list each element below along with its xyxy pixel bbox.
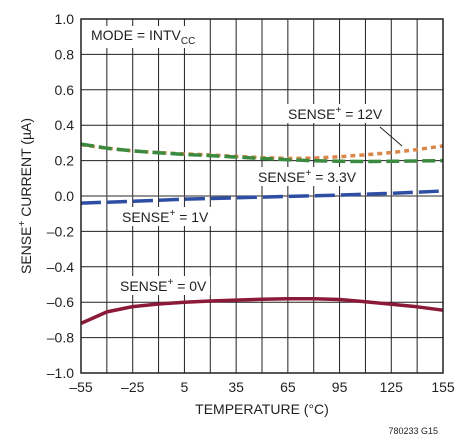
label-base: SENSE [120, 278, 167, 294]
x-tick-label: 125 [380, 379, 404, 395]
x-tick-label: 155 [431, 379, 455, 395]
y-tick-label: –0.8 [47, 330, 74, 346]
y-tick-label: 0.6 [55, 82, 75, 98]
x-tick-label: 5 [181, 379, 189, 395]
y-tick-label: 0.2 [55, 153, 75, 169]
mode-annotation-bg [88, 26, 199, 48]
y-axis-label: SENSE+ CURRENT (µA) [17, 118, 34, 274]
series-label-12v-leader [379, 126, 403, 147]
figure-id: 780233 G15 [388, 426, 438, 436]
y-tick-label: –0.6 [47, 294, 74, 310]
mode-label-base: MODE = INTV [91, 27, 182, 43]
label-sup: + [305, 168, 311, 179]
y-tick-label: –1.0 [47, 365, 74, 381]
series-line [80, 142, 444, 164]
label-sup: + [167, 277, 173, 288]
label-rest: = 1V [175, 209, 209, 225]
label-base: SENSE [288, 106, 335, 122]
x-tick-label: 95 [332, 379, 348, 395]
mode-label: MODE = INTVCC [91, 27, 195, 47]
x-tick-label: –55 [69, 379, 93, 395]
tick-labels: –1.0 –0.8 –0.6 –0.4 –0.2 0.0 0.2 0.4 0.6 0.8 1.0 –5… [47, 11, 455, 395]
mode-annotation: MODE = INTVCC [88, 26, 199, 48]
series-label-12v: SENSE+ = 12V [285, 104, 403, 147]
y-tick-label: 0.0 [55, 188, 75, 204]
label-sup: + [335, 105, 341, 116]
label-base: SENSE [258, 169, 305, 185]
series-label-1v-text: SENSE+ = 1V [122, 208, 209, 225]
series-label-0v: SENSE+ = 0V [117, 276, 211, 295]
y-axis-label-sup: + [17, 221, 28, 227]
grid [81, 19, 443, 373]
label-base: SENSE [122, 209, 169, 225]
series-label-3v3-text: SENSE+ = 3.3V [258, 168, 357, 185]
series-label-12v-text: SENSE+ = 12V [288, 105, 383, 122]
mode-label-sub: CC [181, 36, 195, 47]
y-tick-label: 0.4 [55, 117, 75, 133]
x-axis-label: TEMPERATURE (°C) [195, 401, 329, 417]
label-rest: = 12V [341, 106, 383, 122]
series-label-1v-bg [119, 207, 213, 226]
y-tick-label: 1.0 [55, 11, 75, 27]
label-sup: + [169, 208, 175, 219]
label-rest: = 3.3V [311, 169, 356, 185]
y-tick-label: 0.8 [55, 46, 75, 62]
y-tick-label: –0.2 [47, 223, 74, 239]
series-line [80, 296, 444, 325]
series-layer [80, 142, 444, 325]
series-label-1v: SENSE+ = 1V [119, 207, 213, 226]
plot-frame [80, 18, 444, 374]
series-label-3v3-bg [255, 167, 360, 186]
y-axis-label-base: SENSE [18, 227, 34, 274]
series-label-3v3: SENSE+ = 3.3V [255, 167, 360, 186]
x-tick-label: 35 [228, 379, 244, 395]
y-tick-label: –0.4 [47, 259, 74, 275]
label-rest: = 0V [173, 278, 207, 294]
x-tick-label: 65 [280, 379, 296, 395]
series-label-0v-text: SENSE+ = 0V [120, 277, 207, 294]
series-line [80, 189, 444, 205]
y-axis-label-rest: CURRENT (µA) [18, 118, 34, 221]
series-label-12v-bg [285, 104, 386, 123]
x-tick-label: –25 [121, 379, 145, 395]
series-label-0v-bg [117, 276, 211, 295]
